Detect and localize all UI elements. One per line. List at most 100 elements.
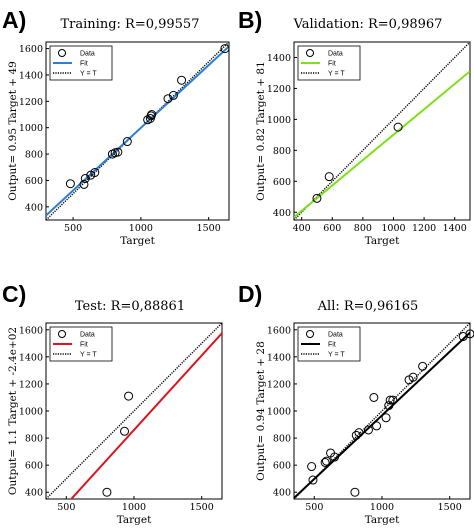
y-tick-label: 1400 <box>267 53 291 64</box>
y-tick-label: 1200 <box>267 379 291 390</box>
y-tick-label: 1400 <box>267 352 291 363</box>
x-tick-label: 600 <box>323 223 341 234</box>
y-tick-label: 1000 <box>267 407 291 418</box>
y-tick-label: 600 <box>273 177 291 188</box>
data-point <box>120 426 130 436</box>
x-tick-label: 1500 <box>190 502 214 513</box>
data-point <box>354 428 364 438</box>
y-tick-label: 400 <box>25 202 43 213</box>
data-point <box>320 457 330 467</box>
legend-label: Data <box>80 51 95 58</box>
y-tick-label: 800 <box>273 146 291 157</box>
y-tick-label: 1600 <box>19 44 43 55</box>
data-point <box>307 462 317 472</box>
data-point <box>113 147 123 157</box>
x-axis-label: Target <box>120 235 155 247</box>
data-point <box>330 452 340 462</box>
data-point <box>65 179 75 189</box>
y-tick-label: 600 <box>273 461 291 472</box>
legend-label: Data <box>80 332 95 339</box>
data-point <box>122 137 132 147</box>
x-tick-label: 1000 <box>381 223 405 234</box>
legend-marker-data <box>58 330 66 338</box>
y-tick-label: 800 <box>25 434 43 445</box>
chart-panel: A) Training: R=0,99557 500 1000 1500 400 600 80… <box>2 7 230 247</box>
fit-line <box>69 332 222 499</box>
y-tick-label: 800 <box>273 434 291 445</box>
fit-line <box>294 70 470 218</box>
x-tick-label: 500 <box>305 502 323 513</box>
y-tick-label: 1200 <box>19 379 43 390</box>
legend-marker-data <box>306 49 314 57</box>
legend-label: Fit <box>80 342 88 349</box>
data-point <box>177 75 187 85</box>
data-point <box>372 421 382 431</box>
legend-label: Y = T <box>80 71 97 78</box>
data-point <box>351 430 361 440</box>
y-axis-label: Output= 1.1 Target + -2.4e+02 <box>7 327 19 495</box>
data-point <box>146 111 156 121</box>
chart-panel: C) Test: R=0,88861 500 1000 1500 400 600 800 100… <box>2 281 223 526</box>
legend-label: Data <box>328 332 343 339</box>
legend-label: Y = T <box>328 352 345 359</box>
y-tick-label: 400 <box>25 488 43 499</box>
data-point <box>124 391 134 401</box>
legend-marker-data <box>58 49 66 57</box>
x-axis-label: Target <box>365 514 400 526</box>
chart-panel: B) Validation: R=0,98967 400 600 800 1000 1200… <box>238 7 471 247</box>
y-tick-label: 1000 <box>267 115 291 126</box>
data-point <box>385 395 395 405</box>
x-tick-label: 1500 <box>438 502 462 513</box>
data-point <box>393 122 403 132</box>
x-tick-label: 500 <box>64 223 82 234</box>
x-tick-label: 1400 <box>443 223 467 234</box>
x-axis-label: Target <box>117 514 152 526</box>
data-point <box>408 372 418 382</box>
chart-title: Training: R=0,99557 <box>61 17 200 32</box>
panel-letter: D) <box>238 281 262 307</box>
x-tick-label: 800 <box>354 223 372 234</box>
data-point <box>465 329 474 339</box>
legend-label: Fit <box>328 61 336 68</box>
panel-letter: A) <box>2 7 26 33</box>
y-tick-label: 1000 <box>19 407 43 418</box>
data-point <box>388 395 398 405</box>
y-tick-label: 1600 <box>267 325 291 336</box>
data-point <box>168 90 178 100</box>
y-tick-label: 1600 <box>19 325 43 336</box>
legend: Data Fit Y = T <box>49 45 113 81</box>
chart-panel: D) All: R=0,96165 500 1000 1500 400 600 800 1000… <box>238 281 474 526</box>
fit-line <box>46 45 229 217</box>
chart-title: All: R=0,96165 <box>317 299 419 314</box>
data-point <box>312 193 322 203</box>
x-tick-label: 1000 <box>129 223 153 234</box>
data-point <box>90 168 100 178</box>
data-point <box>324 172 334 182</box>
data-point <box>369 392 379 402</box>
panel-letter: B) <box>238 7 262 33</box>
x-tick-label: 400 <box>293 223 311 234</box>
y-tick-label: 600 <box>25 461 43 472</box>
legend: Data Fit Y = T <box>49 326 113 362</box>
legend-label: Y = T <box>328 71 345 78</box>
y-tick-label: 800 <box>25 150 43 161</box>
y-tick-label: 400 <box>273 208 291 219</box>
legend-label: Data <box>328 51 343 58</box>
data-point <box>80 173 90 183</box>
legend-marker-data <box>306 330 314 338</box>
data-point <box>102 487 112 497</box>
x-tick-label: 500 <box>57 502 75 513</box>
chart-title: Validation: R=0,98967 <box>293 17 443 32</box>
legend-label: Fit <box>80 61 88 68</box>
data-point <box>147 110 157 120</box>
data-point <box>163 94 173 104</box>
y-axis-label: Output= 0.94 Target + 28 <box>255 341 267 481</box>
data-point <box>381 413 391 423</box>
y-axis-label: Output= 0.82 Target + 81 <box>255 61 267 201</box>
x-axis-label: Target <box>365 235 400 247</box>
data-point <box>321 456 331 466</box>
x-tick-label: 1000 <box>122 502 146 513</box>
y-tick-label: 1200 <box>19 97 43 108</box>
y-axis-label: Output= 0.95 Target + 49 <box>7 61 19 201</box>
